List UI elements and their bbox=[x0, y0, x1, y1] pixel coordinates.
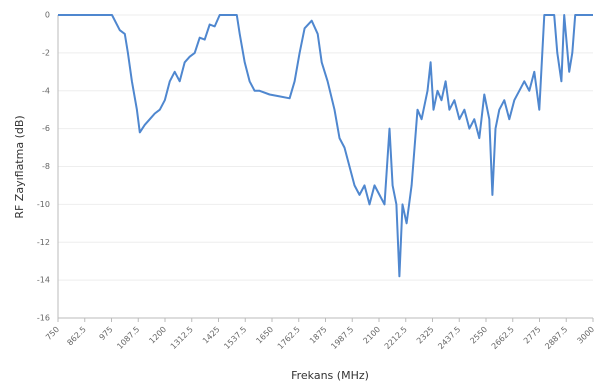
y-tick-label: -8 bbox=[42, 162, 50, 171]
x-tick-label: 975 bbox=[98, 325, 115, 342]
x-tick-label: 1200 bbox=[147, 325, 168, 346]
x-tick-label: 1087.5 bbox=[115, 325, 141, 351]
y-tick-label: -16 bbox=[37, 314, 50, 323]
data-line bbox=[58, 14, 593, 278]
y-tick-label: -14 bbox=[37, 276, 50, 285]
x-tick-label: 2887.5 bbox=[543, 325, 569, 351]
x-tick-label: 750 bbox=[44, 325, 61, 342]
x-tick-label: 2212.5 bbox=[383, 325, 409, 351]
x-tick-label: 2550 bbox=[468, 325, 489, 346]
y-tick-label: -4 bbox=[42, 86, 50, 95]
y-axis-title: RF Zayıflatma (dB) bbox=[13, 115, 26, 218]
x-tick-label: 1537.5 bbox=[222, 325, 248, 351]
x-tick-label: 1650 bbox=[254, 325, 275, 346]
y-tick-label: -6 bbox=[42, 124, 50, 133]
x-tick-label: 2325 bbox=[415, 325, 436, 346]
x-tick-label: 1312.5 bbox=[169, 325, 195, 351]
y-tick-label: 0 bbox=[45, 11, 50, 20]
x-tick-label: 1425 bbox=[201, 325, 222, 346]
x-tick-label: 2662.5 bbox=[490, 325, 516, 351]
y-tick-label: -2 bbox=[42, 48, 50, 57]
y-tick-label: -12 bbox=[37, 238, 50, 247]
x-tick-label: 2100 bbox=[361, 325, 382, 346]
x-tick-label: 1987.5 bbox=[329, 325, 355, 351]
x-tick-label: 1762.5 bbox=[276, 325, 302, 351]
y-tick-label: -10 bbox=[37, 200, 50, 209]
x-tick-label: 2437.5 bbox=[436, 325, 462, 351]
x-tick-label: 862.5 bbox=[65, 325, 88, 348]
x-tick-label: 1875 bbox=[308, 325, 329, 346]
x-axis-title: Frekans (MHz) bbox=[291, 369, 369, 382]
x-tick-label: 3000 bbox=[575, 325, 596, 346]
x-tick-label: 2775 bbox=[522, 325, 543, 346]
